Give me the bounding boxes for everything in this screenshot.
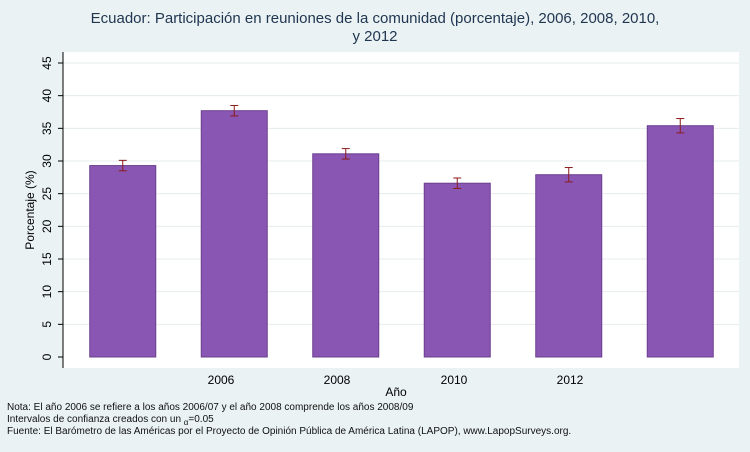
chart-title: Ecuador: Participación en reuniones de l… (0, 10, 750, 46)
y-tick-label: 10 (40, 285, 54, 299)
note-confidence-suffix: =0.05 (188, 414, 214, 425)
x-tick-label: 2012 (557, 373, 584, 387)
x-axis-label: Año (385, 385, 407, 399)
y-tick-label: 40 (40, 89, 54, 103)
y-tick-label: 0 (40, 353, 54, 360)
x-tick-label: 2006 (208, 373, 235, 387)
chart-title-line-2: y 2012 (352, 28, 398, 45)
x-tick-label: 2008 (324, 373, 351, 387)
chart-title-line-1: Ecuador: Participación en reuniones de l… (90, 10, 660, 27)
y-tick-label: 30 (40, 154, 54, 168)
y-tick-label: 20 (40, 219, 54, 233)
y-axis-label: Porcentaje (%) (23, 170, 37, 249)
note-alpha: α (183, 418, 189, 427)
bar (535, 174, 603, 358)
y-tick-label: 45 (40, 56, 54, 70)
y-tick-label: 25 (40, 187, 54, 201)
bar (200, 110, 268, 358)
bar (423, 182, 491, 358)
plot-area (63, 52, 739, 368)
note-source: Fuente: El Barómetro de las Américas por… (7, 426, 572, 437)
x-tick-label: 2010 (441, 373, 468, 387)
note-years: Nota: El año 2006 se refiere a los años … (7, 402, 414, 413)
bar (646, 125, 714, 358)
y-tick-label: 35 (40, 121, 54, 135)
bar (89, 165, 157, 358)
bar (312, 153, 380, 358)
y-tick-label: 5 (40, 321, 54, 328)
y-tick-label: 15 (40, 252, 54, 266)
note-confidence: Intervalos de confianza creados con un α… (7, 414, 214, 429)
note-confidence-prefix: Intervalos de confianza creados con un (7, 414, 184, 425)
